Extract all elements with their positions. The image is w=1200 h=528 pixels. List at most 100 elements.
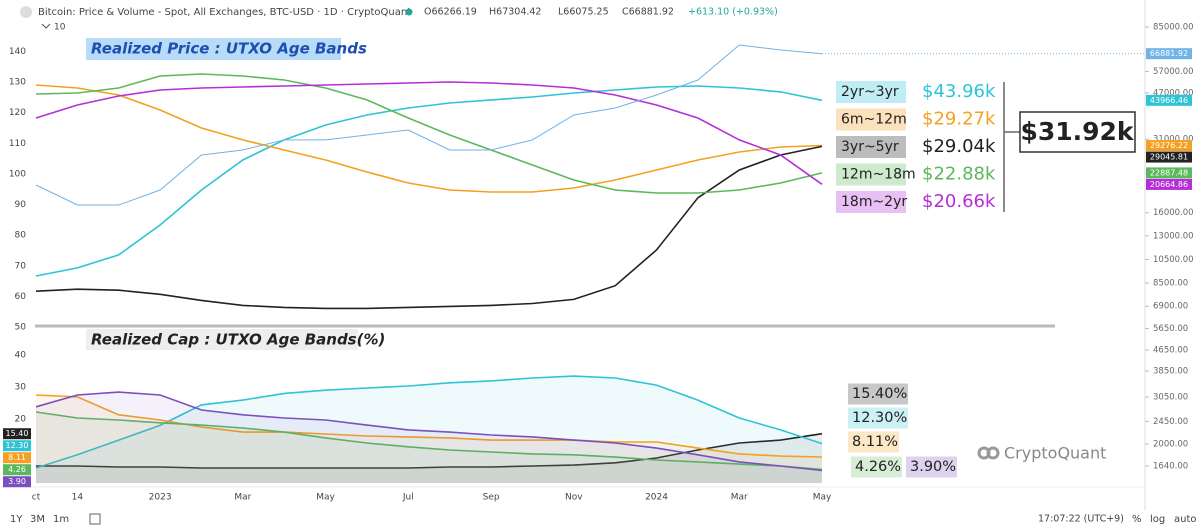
y-tick-label: 40: [15, 351, 27, 361]
series-line: [35, 44, 823, 206]
panel-title-bg: [86, 38, 341, 60]
x-tick-label: Mar: [234, 493, 251, 503]
y2-tick-label: 2450.00: [1153, 417, 1188, 427]
watermark: CryptoQuant: [1004, 444, 1106, 463]
indicator-toggle[interactable]: [41, 23, 51, 29]
series-line: [35, 85, 823, 277]
legend-swatch: [836, 81, 906, 103]
y-tick-label: 130: [9, 78, 26, 88]
panel-title-bg: [86, 329, 358, 350]
value-tag: [3, 440, 31, 452]
series-line: [35, 73, 823, 194]
y2-tick-label: 10500.00: [1153, 255, 1194, 265]
ohlc-high: H67304.42: [489, 7, 541, 18]
total-value: $31.92k: [1020, 117, 1134, 146]
percent-box: [906, 456, 957, 478]
price-tag-label: 20664.86: [1150, 180, 1188, 189]
x-tick-label: 2024: [645, 493, 668, 503]
y2-tick-label: 16000.00: [1153, 208, 1194, 218]
legend-value: $22.88k: [922, 164, 996, 185]
scale-option[interactable]: auto: [1174, 514, 1197, 525]
price-tag: [1146, 94, 1192, 106]
value-tag-label: 12.30: [6, 441, 29, 450]
value-tag-label: 15.40: [6, 429, 29, 438]
ohlc-close: C66881.92: [622, 7, 674, 18]
x-tick-label: ct: [32, 493, 41, 503]
y2-tick-label: 3050.00: [1153, 393, 1188, 403]
price-tag-label: 22887.48: [1150, 168, 1188, 177]
price-tag-label: 29276.22: [1150, 141, 1188, 150]
legend-name: 18m~2yr: [841, 194, 907, 210]
y2-tick-label: 3850.00: [1153, 367, 1188, 377]
price-tag: [1146, 178, 1192, 190]
legend-name: 12m~18m: [841, 167, 916, 183]
legend-value: $43.96k: [922, 81, 996, 102]
percent-box: [848, 431, 899, 453]
y-tick-label: 120: [9, 108, 26, 118]
y-tick-label: 100: [9, 169, 26, 179]
y2-tick-label: 4650.00: [1153, 346, 1188, 356]
percent-label: 15.40%: [852, 386, 907, 402]
range-button[interactable]: 1m: [53, 514, 69, 525]
scale-option[interactable]: %: [1132, 514, 1142, 525]
y2-tick-label: 8500.00: [1153, 279, 1188, 289]
series-area: [36, 395, 822, 483]
series-line: [35, 391, 823, 472]
price-tag: [1146, 140, 1192, 152]
price-tag-label: 29045.81: [1150, 153, 1188, 162]
value-tag: [3, 428, 31, 440]
legend-swatch: [836, 108, 906, 131]
scale-option[interactable]: log: [1150, 514, 1165, 525]
y2-tick-label: 13000.00: [1153, 231, 1194, 241]
ohlc-open: O66266.19: [424, 7, 477, 18]
calendar-button[interactable]: [89, 513, 101, 525]
y2-tick-label: 31000.00: [1153, 135, 1194, 145]
legend-swatch: [836, 191, 906, 213]
x-tick-label: 14: [72, 493, 84, 503]
series-area: [36, 376, 822, 483]
y-tick-label: 50: [15, 323, 27, 333]
legend-name: 3yr~5yr: [841, 139, 899, 155]
series-area: [36, 392, 822, 483]
percent-box: [851, 456, 902, 478]
y2-tick-label: 5650.00: [1153, 324, 1188, 334]
x-tick-label: Sep: [483, 493, 500, 503]
percent-label: 12.30%: [852, 410, 907, 426]
y2-tick-label: 57000.00: [1153, 67, 1194, 77]
x-tick-label: Jul: [402, 493, 414, 503]
series-area: [36, 412, 822, 483]
range-button[interactable]: 3M: [30, 514, 45, 525]
watermark-logo: [986, 446, 1000, 460]
value-tag: [3, 476, 31, 488]
series-line: [35, 145, 823, 310]
legend-name: 6m~12m: [841, 112, 907, 128]
x-tick-label: May: [316, 493, 335, 503]
legend-value: $29.27k: [922, 109, 996, 130]
series-line: [35, 81, 823, 185]
series-line: [36, 432, 823, 469]
series-area: [36, 433, 822, 483]
price-tag: [1146, 151, 1192, 163]
range-button[interactable]: 1Y: [10, 514, 23, 525]
percent-label: 4.26%: [855, 459, 901, 475]
y2-tick-label: 85000.00: [1153, 23, 1194, 33]
percent-label: 3.90%: [910, 459, 956, 475]
price-tag: [1146, 167, 1192, 179]
series-line: [35, 84, 823, 193]
legend-swatch: [836, 163, 906, 186]
legend-swatch: [836, 136, 906, 158]
total-box: [1019, 111, 1136, 153]
indicator-count[interactable]: 10: [54, 23, 66, 33]
percent-label: 8.11%: [852, 434, 898, 450]
series-line: [35, 375, 823, 469]
y-tick-label: 20: [15, 415, 27, 425]
status-dot: [405, 8, 413, 16]
y-tick-label: 70: [15, 261, 27, 271]
panel-title: Realized Price : UTXO Age Bands: [91, 40, 367, 58]
y-tick-label: 60: [15, 292, 27, 302]
legend-value: $20.66k: [922, 191, 996, 212]
legend-value: $29.04k: [922, 136, 996, 157]
value-tag-label: 3.90: [8, 477, 26, 486]
legend-name: 2yr~3yr: [841, 84, 899, 100]
